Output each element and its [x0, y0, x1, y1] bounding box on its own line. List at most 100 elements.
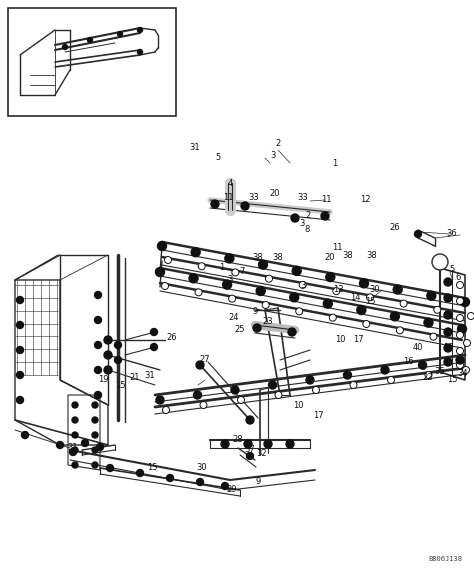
Text: 31: 31 — [145, 371, 155, 379]
Circle shape — [456, 315, 464, 321]
Circle shape — [350, 382, 357, 388]
Text: 11: 11 — [321, 196, 331, 205]
Circle shape — [456, 297, 464, 304]
Circle shape — [137, 27, 143, 33]
Text: 16: 16 — [403, 358, 413, 367]
Circle shape — [17, 347, 24, 353]
Circle shape — [223, 280, 232, 289]
Circle shape — [306, 376, 314, 384]
Circle shape — [104, 366, 112, 374]
Circle shape — [333, 288, 340, 295]
Circle shape — [164, 256, 172, 264]
Text: 3: 3 — [270, 150, 276, 160]
Circle shape — [92, 462, 98, 468]
Circle shape — [189, 274, 198, 283]
Circle shape — [444, 358, 452, 366]
Text: 21: 21 — [130, 374, 140, 383]
Text: 10: 10 — [335, 336, 345, 344]
Circle shape — [72, 432, 78, 438]
Text: 30: 30 — [370, 285, 380, 295]
Circle shape — [444, 344, 452, 352]
Circle shape — [296, 308, 303, 315]
Circle shape — [200, 402, 207, 408]
Circle shape — [246, 452, 254, 459]
Circle shape — [444, 278, 452, 286]
Circle shape — [197, 479, 203, 486]
Circle shape — [286, 440, 294, 448]
Circle shape — [425, 371, 432, 379]
Text: 38: 38 — [253, 253, 264, 263]
Text: 3: 3 — [301, 280, 306, 289]
Text: 17: 17 — [353, 336, 363, 344]
Circle shape — [166, 475, 173, 482]
Circle shape — [391, 312, 400, 321]
Circle shape — [155, 268, 164, 276]
Circle shape — [88, 38, 92, 42]
Circle shape — [231, 386, 239, 394]
Text: 8: 8 — [329, 273, 335, 283]
Circle shape — [118, 31, 122, 37]
Text: 38: 38 — [273, 253, 283, 263]
Circle shape — [393, 285, 402, 294]
Circle shape — [151, 328, 157, 336]
Text: 28: 28 — [233, 435, 243, 444]
Text: 3: 3 — [420, 363, 426, 372]
Circle shape — [268, 381, 276, 389]
Circle shape — [444, 294, 452, 302]
Circle shape — [56, 442, 64, 448]
Text: 9: 9 — [255, 478, 261, 487]
Circle shape — [72, 417, 78, 423]
Text: 1: 1 — [219, 264, 225, 272]
Circle shape — [17, 396, 24, 403]
Circle shape — [357, 305, 366, 315]
Circle shape — [211, 200, 219, 208]
Text: 24: 24 — [229, 313, 239, 323]
Text: 5: 5 — [215, 153, 220, 162]
Text: 33: 33 — [298, 193, 309, 202]
Text: 26: 26 — [390, 224, 401, 232]
Circle shape — [323, 299, 332, 308]
Circle shape — [92, 402, 98, 408]
Circle shape — [191, 248, 200, 257]
Circle shape — [424, 318, 433, 327]
Circle shape — [326, 273, 335, 281]
Circle shape — [359, 279, 368, 288]
Circle shape — [241, 202, 249, 210]
Circle shape — [344, 371, 352, 379]
Text: 31: 31 — [190, 144, 201, 153]
Circle shape — [92, 417, 98, 423]
Text: 3: 3 — [299, 219, 305, 228]
Circle shape — [94, 292, 101, 299]
Text: 10: 10 — [293, 400, 303, 410]
Text: 17: 17 — [313, 411, 323, 419]
Text: 18: 18 — [443, 344, 453, 352]
Circle shape — [463, 367, 470, 374]
Circle shape — [237, 396, 245, 403]
Circle shape — [17, 321, 24, 328]
Circle shape — [115, 356, 121, 363]
Text: 20: 20 — [270, 189, 280, 197]
Circle shape — [262, 301, 269, 308]
Text: 15: 15 — [147, 463, 157, 472]
Circle shape — [94, 367, 101, 374]
Circle shape — [264, 440, 272, 448]
Circle shape — [72, 402, 78, 408]
Text: 6: 6 — [456, 273, 461, 283]
Circle shape — [400, 300, 407, 307]
Circle shape — [414, 231, 421, 237]
Text: 15: 15 — [365, 297, 375, 307]
Circle shape — [157, 241, 166, 251]
Text: 4: 4 — [228, 178, 233, 188]
Text: 35: 35 — [435, 367, 445, 376]
Circle shape — [94, 391, 101, 399]
Text: 31: 31 — [68, 443, 78, 452]
Text: 12: 12 — [360, 196, 370, 205]
Circle shape — [70, 448, 76, 455]
Circle shape — [427, 291, 436, 300]
Circle shape — [17, 371, 24, 379]
Text: 37: 37 — [245, 446, 255, 455]
Circle shape — [432, 254, 448, 270]
Circle shape — [92, 432, 98, 438]
Circle shape — [312, 387, 319, 394]
Circle shape — [292, 267, 301, 275]
